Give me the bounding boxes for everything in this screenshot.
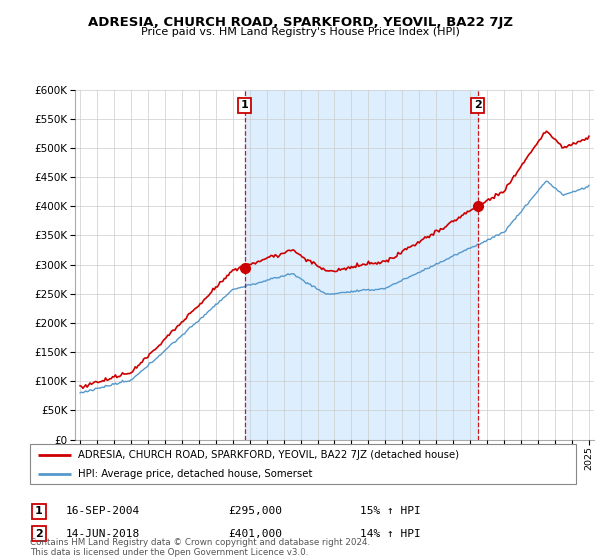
Text: £401,000: £401,000 [228, 529, 282, 539]
Text: ADRESIA, CHURCH ROAD, SPARKFORD, YEOVIL, BA22 7JZ (detached house): ADRESIA, CHURCH ROAD, SPARKFORD, YEOVIL,… [78, 450, 459, 460]
Text: 16-SEP-2004: 16-SEP-2004 [66, 506, 140, 516]
Text: 14% ↑ HPI: 14% ↑ HPI [360, 529, 421, 539]
Text: 1: 1 [35, 506, 43, 516]
Text: 2: 2 [474, 100, 482, 110]
Text: 14-JUN-2018: 14-JUN-2018 [66, 529, 140, 539]
Text: 1: 1 [241, 100, 248, 110]
Text: Price paid vs. HM Land Registry's House Price Index (HPI): Price paid vs. HM Land Registry's House … [140, 27, 460, 37]
Text: 2: 2 [35, 529, 43, 539]
Text: ADRESIA, CHURCH ROAD, SPARKFORD, YEOVIL, BA22 7JZ: ADRESIA, CHURCH ROAD, SPARKFORD, YEOVIL,… [88, 16, 512, 29]
Bar [245, 90, 478, 440]
Text: HPI: Average price, detached house, Somerset: HPI: Average price, detached house, Some… [78, 469, 313, 479]
Text: 15% ↑ HPI: 15% ↑ HPI [360, 506, 421, 516]
Text: Contains HM Land Registry data © Crown copyright and database right 2024.
This d: Contains HM Land Registry data © Crown c… [30, 538, 370, 557]
FancyBboxPatch shape [30, 444, 576, 484]
Text: £295,000: £295,000 [228, 506, 282, 516]
